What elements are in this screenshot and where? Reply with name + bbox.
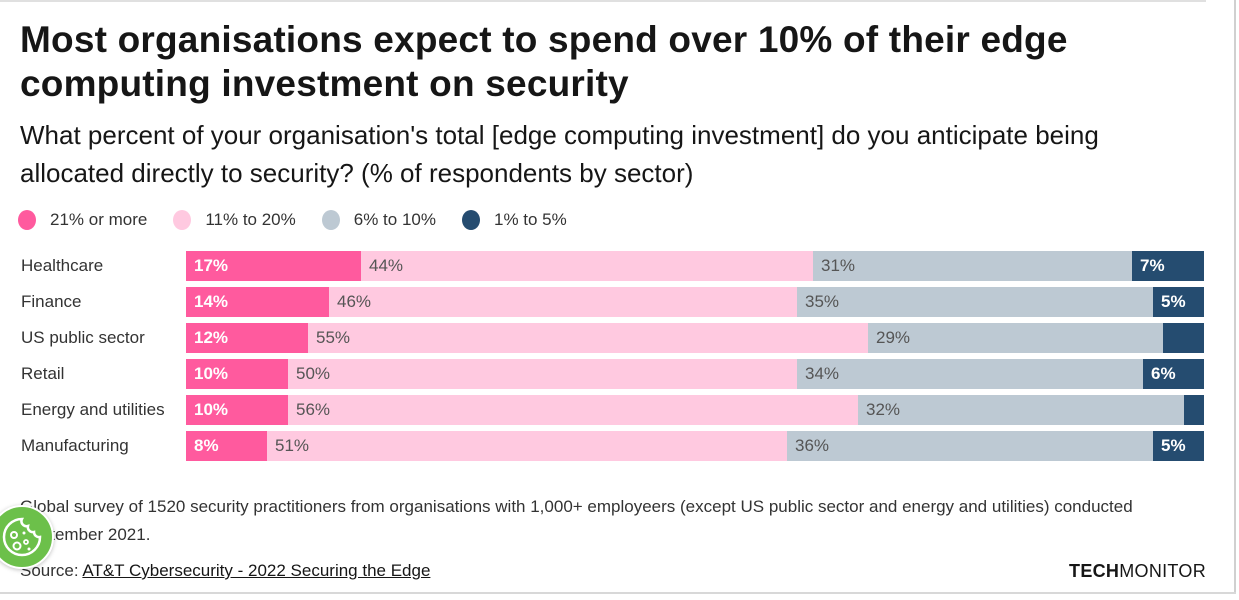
legend-swatch-icon (173, 210, 192, 230)
legend-item: 21% or more (18, 210, 147, 230)
bar-segment[interactable]: 36% (787, 431, 1153, 461)
source-line: Source: AT&T Cybersecurity - 2022 Securi… (20, 557, 430, 585)
bar-segment[interactable]: 32% (858, 395, 1184, 425)
top-divider (0, 0, 1206, 2)
data-label: 55% (316, 328, 351, 347)
bar-segment[interactable]: 29% (868, 323, 1163, 353)
legend-label: 21% or more (50, 210, 148, 229)
bar-row: Finance 14% 46% 35% 5% (0, 287, 1210, 317)
bar-segment[interactable]: 51% (267, 431, 787, 461)
data-label: 10% (194, 364, 229, 383)
data-label: 51% (275, 436, 310, 455)
bar-segment[interactable]: 10% (186, 395, 288, 425)
bar-track: 14% 46% 35% 5% (186, 287, 1204, 317)
data-label: 17% (194, 256, 229, 275)
bar-segment[interactable]: 6% (1143, 359, 1204, 389)
bar-segment[interactable]: 10% (186, 359, 288, 389)
bar-segment[interactable]: 34% (797, 359, 1143, 389)
data-label: 14% (194, 292, 229, 311)
brand-monitor: MONITOR (1119, 561, 1206, 581)
bar-row: Healthcare 17% 44% 31% 7% (0, 251, 1210, 281)
data-label: 34% (805, 364, 840, 383)
right-divider (1234, 0, 1236, 594)
survey-note: Global survey of 1520 security practitio… (20, 497, 1133, 544)
legend-label: 6% to 10% (353, 210, 436, 229)
bar-row: US public sector 12% 55% 29% (0, 323, 1210, 353)
bar-segment[interactable] (1184, 395, 1204, 425)
category-label: Finance (21, 292, 82, 311)
bar-segment[interactable]: 55% (308, 323, 868, 353)
bar-track: 8% 51% 36% 5% (186, 431, 1204, 461)
legend-item: 1% to 5% (461, 210, 567, 230)
data-label: 7% (1140, 256, 1165, 275)
brand-tech: TECH (1069, 561, 1120, 581)
data-label: 10% (194, 400, 229, 419)
data-label: 50% (296, 364, 331, 383)
bar-segment[interactable]: 5% (1153, 431, 1204, 461)
legend: 21% or more 11% to 20% 6% to 10% 1% to 5% (18, 207, 593, 233)
data-label: 5% (1161, 292, 1186, 311)
chart-subtitle: What percent of your organisation's tota… (20, 120, 1099, 188)
bar-track: 12% 55% 29% (186, 323, 1204, 353)
bar-segment[interactable]: 50% (288, 359, 797, 389)
bar-segment[interactable]: 56% (288, 395, 858, 425)
data-label: 56% (296, 400, 331, 419)
bar-row: Energy and utilities 10% 56% 32% (0, 395, 1210, 425)
bar-row: Manufacturing 8% 51% 36% 5% (0, 431, 1210, 461)
bar-segment[interactable]: 14% (186, 287, 329, 317)
legend-swatch-icon (18, 210, 36, 230)
legend-label: 11% to 20% (205, 210, 296, 229)
data-label: 29% (876, 328, 911, 347)
bar-segment[interactable] (1163, 323, 1204, 353)
data-label: 32% (866, 400, 901, 419)
bar-track: 10% 50% 34% 6% (186, 359, 1204, 389)
legend-label: 1% to 5% (493, 210, 567, 229)
legend-swatch-icon (461, 210, 480, 230)
bar-track: 17% 44% 31% 7% (186, 251, 1204, 281)
data-label: 36% (795, 436, 830, 455)
legend-item: 6% to 10% (321, 210, 436, 230)
bar-segment[interactable]: 17% (186, 251, 361, 281)
chart-title: Most organisations expect to spend over … (20, 19, 1068, 104)
data-label: 6% (1151, 364, 1176, 383)
bar-segment[interactable]: 46% (329, 287, 797, 317)
category-label: Healthcare (21, 256, 104, 275)
cookie-icon (2, 517, 42, 557)
bar-segment[interactable]: 12% (186, 323, 308, 353)
data-label: 8% (194, 436, 219, 455)
data-label: 12% (194, 328, 229, 347)
bar-segment[interactable]: 31% (813, 251, 1132, 281)
category-label: US public sector (21, 328, 145, 347)
legend-swatch-icon (321, 210, 340, 230)
bar-segment[interactable]: 35% (797, 287, 1153, 317)
bar-segment[interactable]: 8% (186, 431, 267, 461)
data-label: 46% (337, 292, 372, 311)
stacked-bar-chart: Healthcare 17% 44% 31% 7% Finance 14% 46% 35% 5% U… (0, 251, 1210, 471)
legend-item: 11% to 20% (173, 210, 296, 230)
data-label: 5% (1161, 436, 1186, 455)
data-label: 35% (805, 292, 840, 311)
data-label: 31% (821, 256, 856, 275)
cookie-settings-button[interactable] (0, 505, 54, 569)
data-label: 44% (369, 256, 404, 275)
bar-segment[interactable]: 44% (361, 251, 813, 281)
source-link[interactable]: AT&T Cybersecurity - 2022 Securing the E… (82, 561, 431, 580)
category-label: Retail (21, 364, 65, 383)
bottom-divider (0, 592, 1236, 594)
bar-segment[interactable]: 7% (1132, 251, 1204, 281)
bar-row: Retail 10% 50% 34% 6% (0, 359, 1210, 389)
brand-logo: TECHMONITOR (1069, 558, 1206, 584)
category-label: Manufacturing (21, 436, 129, 455)
category-label: Energy and utilities (21, 400, 165, 419)
bar-segment[interactable]: 5% (1153, 287, 1204, 317)
bar-track: 10% 56% 32% (186, 395, 1204, 425)
